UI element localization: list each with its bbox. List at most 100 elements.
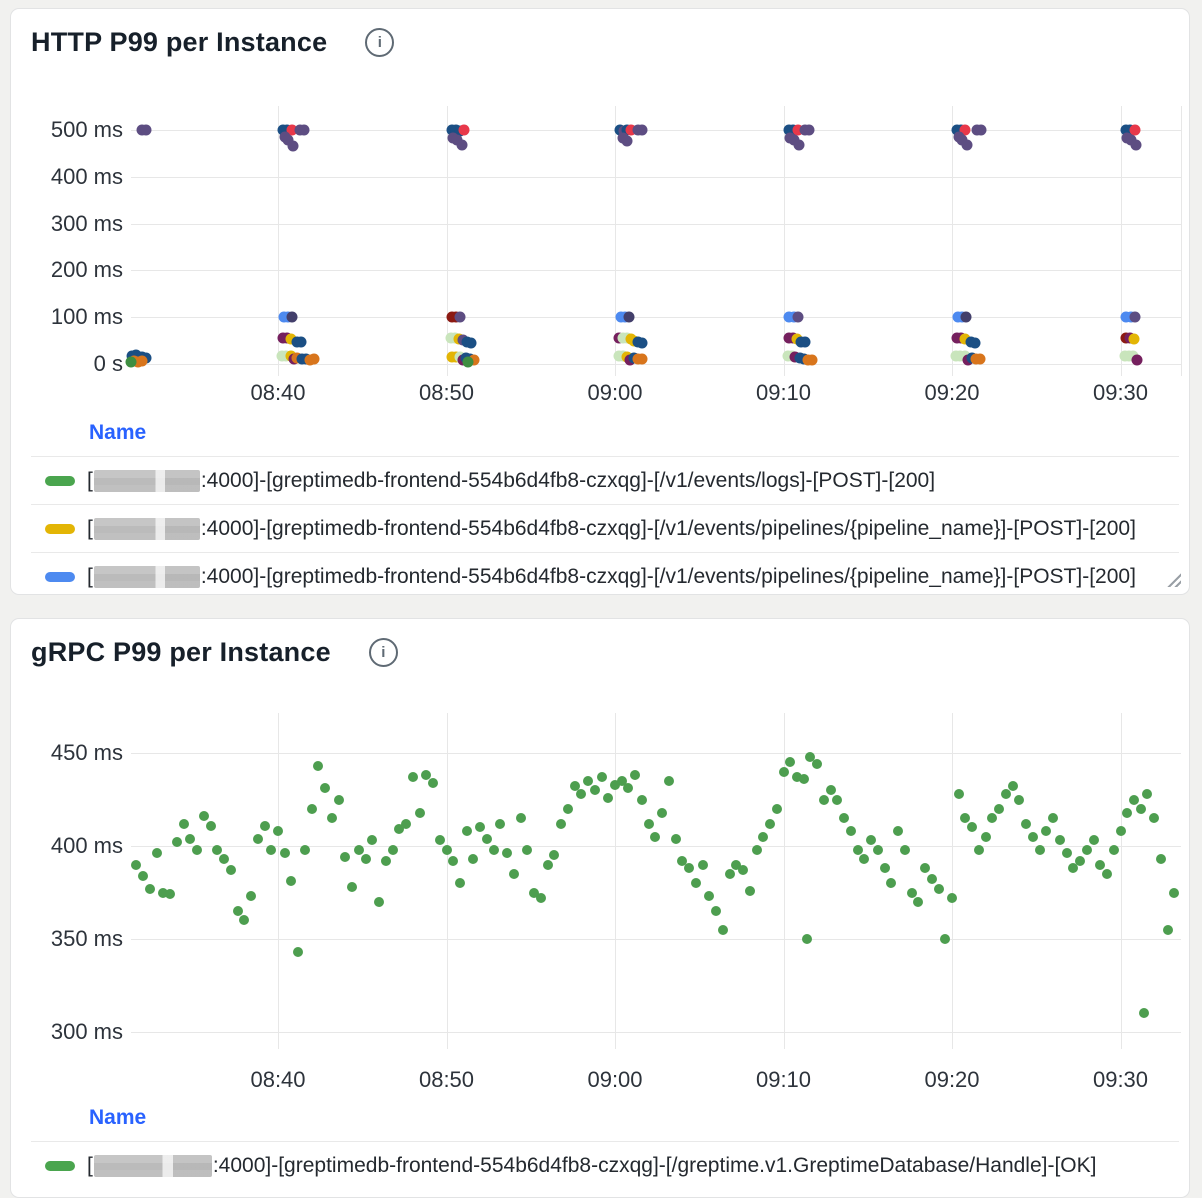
data-point [1048,813,1059,824]
data-point [636,124,648,136]
data-point [879,863,890,874]
data-point [462,356,474,368]
panel-header: gRPC P99 per Instance i [31,637,398,668]
data-point [980,831,991,842]
data-point [738,865,749,876]
data-point [286,124,298,136]
data-point [461,826,472,837]
gridline-horizontal [131,753,1181,754]
data-point [663,775,674,786]
legend-row[interactable]: [:4000]-[greptimedb-frontend-554b6d4fb8-… [11,457,1189,505]
data-point [625,124,637,136]
data-point [758,831,769,842]
data-point [839,813,850,824]
data-point [643,818,654,829]
data-point [1000,788,1011,799]
data-point [522,844,533,855]
data-point [636,353,648,365]
data-point [165,889,176,900]
data-point [610,779,620,790]
data-point [198,811,209,822]
data-point [793,139,805,151]
data-point [1007,781,1018,792]
data-point [414,807,425,818]
data-point [717,924,728,935]
data-point [468,854,479,865]
data-point [387,844,398,855]
data-point [401,818,412,829]
data-point [806,354,818,366]
data-point [636,337,648,349]
http-p99-plot-area[interactable]: 500 ms 400 ms 300 ms 200 ms 100 ms 0 s 08:40 08… [11,9,1189,594]
legend-row[interactable]: [:4000]-[greptimedb-frontend-554b6d4fb8-… [11,553,1189,594]
data-point [589,785,600,796]
data-point [636,794,647,805]
legend-series-text: :4000]-[greptimedb-frontend-554b6d4fb8-c… [200,565,1136,588]
data-point [975,124,987,136]
gridline-vertical [446,106,448,376]
data-point [621,135,633,147]
gridline-horizontal [131,317,1181,319]
gridline-vertical [783,106,785,376]
data-point [956,134,968,146]
data-point [140,124,152,136]
data-point [947,893,957,904]
legend-row[interactable]: [:4000]-[greptimedb-frontend-554b6d4fb8-… [11,505,1189,553]
y-axis-tick-label: 400 ms [50,163,123,189]
data-point [812,759,823,770]
redacted-host-blur [93,518,200,540]
legend-row-separator [31,504,1179,505]
data-point [960,813,971,824]
data-point [623,783,634,794]
legend-series-text: :4000]-[greptimedb-frontend-554b6d4fb8-c… [212,1154,1097,1177]
data-point [969,337,981,349]
info-icon[interactable]: i [365,28,395,57]
data-point [282,134,294,146]
legend-header-name[interactable]: Name [89,1106,147,1129]
gridline-horizontal [131,223,1181,225]
data-point [792,311,804,323]
redacted-host-blur [93,1155,212,1177]
x-axis-tick-label: 08:40 [250,1067,306,1092]
legend-row-separator [31,456,1179,457]
gridline-vertical [615,713,616,1049]
data-point [326,813,337,824]
data-point [845,826,856,837]
data-point [333,794,344,805]
data-point [933,883,944,894]
data-point [1135,803,1146,814]
grpc-p99-plot-area[interactable]: 450 ms 400 ms 350 ms 300 ms 08:40 08:50 09:00 0… [11,619,1189,1197]
data-point [428,777,439,788]
data-point [959,124,971,136]
legend-row[interactable]: [:4000]-[greptimedb-frontend-554b6d4fb8-… [11,1142,1189,1190]
data-point [407,772,418,783]
data-point [670,833,681,844]
legend-series-label: [:4000]-[greptimedb-frontend-554b6d4fb8-… [87,565,1189,589]
data-point [1128,794,1139,805]
data-point [1130,139,1142,151]
data-point [178,818,189,829]
gridline-vertical [278,106,279,376]
x-axis-tick-label: 09:30 [1092,1067,1149,1092]
data-point [232,906,243,917]
gridline-vertical [1120,713,1122,1049]
data-point [347,881,358,892]
legend-header-name[interactable]: Name [89,421,147,444]
x-axis-tick-label: 09:30 [1092,380,1149,405]
gridline-vertical [783,713,785,1049]
x-axis-tick-label: 09:00 [587,1067,643,1092]
data-point [171,837,182,848]
data-point [246,891,257,902]
info-icon[interactable]: i [368,638,398,667]
data-point [1131,354,1143,366]
data-point [866,835,877,846]
data-point [448,855,459,866]
data-point [623,311,635,323]
data-point [441,844,452,855]
data-point [158,887,169,898]
legend-series-dash-icon [45,1161,75,1171]
x-axis-tick-label: 08:50 [418,380,475,405]
data-point [576,788,587,799]
data-point [1128,333,1140,345]
data-point [973,844,984,855]
